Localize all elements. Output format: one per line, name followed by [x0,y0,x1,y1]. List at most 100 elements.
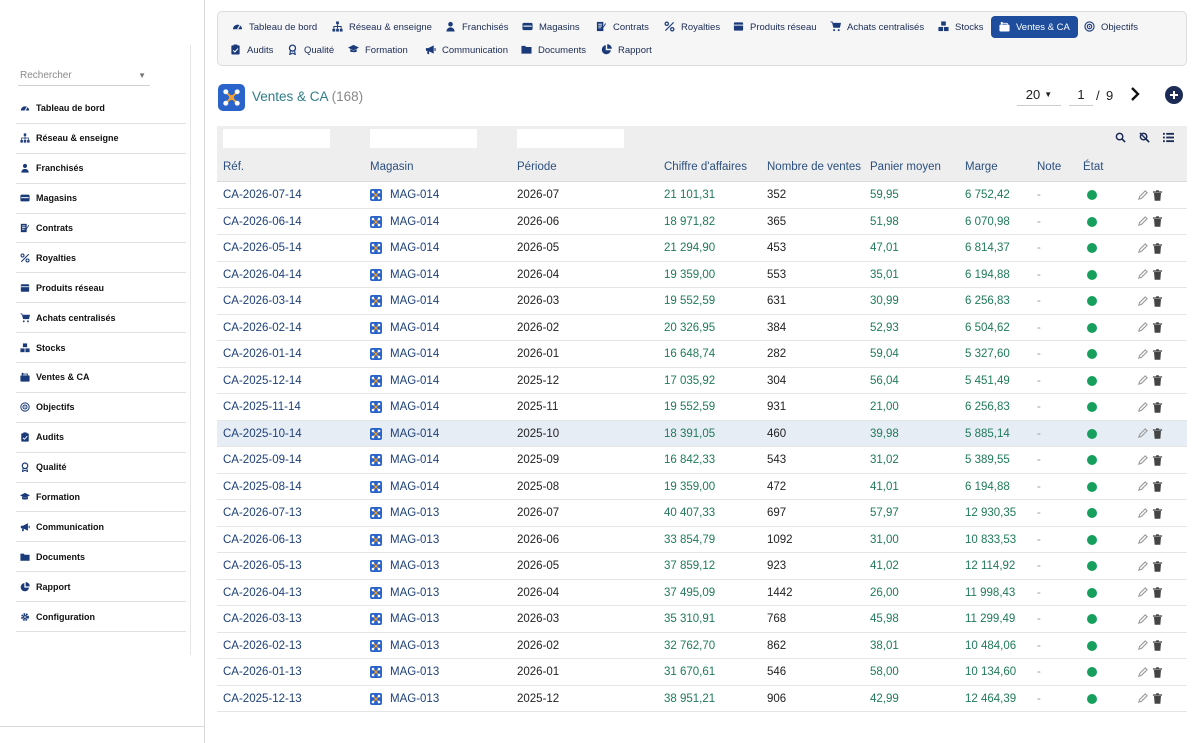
list-view-icon[interactable] [1163,132,1175,144]
table-row[interactable]: CA-2026-07-14 MAG-014 2026-07 21 101,31 352 5… [217,182,1187,209]
magasin-link[interactable]: MAG-014 [370,235,439,261]
magasin-link[interactable]: MAG-013 [370,580,439,606]
ref-link[interactable]: CA-2026-01-13 [223,659,302,685]
tab-rapport[interactable]: Rapport [593,39,660,61]
tab-documents[interactable]: Documents [513,39,594,61]
edit-icon[interactable] [1137,507,1148,519]
tab-produits-reseau[interactable]: Produits réseau [725,16,825,38]
search-icon[interactable] [1115,132,1127,144]
sidebar-item-produits-reseau[interactable]: Produits réseau [16,273,186,304]
clear-filter-icon[interactable] [1139,132,1151,144]
table-row[interactable]: CA-2026-03-14 MAG-014 2026-03 19 552,59 631 3… [217,288,1187,315]
sidebar-item-qualite[interactable]: Qualité [16,453,186,483]
table-row[interactable]: CA-2025-10-14 MAG-014 2025-10 18 391,05 460 3… [217,420,1187,447]
ref-link[interactable]: CA-2026-03-14 [223,288,302,314]
table-row[interactable]: CA-2026-06-13 MAG-013 2026-06 33 854,79 1092… [217,527,1187,553]
filter-magasin-input[interactable] [370,129,477,148]
edit-icon[interactable] [1137,666,1148,678]
magasin-link[interactable]: MAG-014 [370,315,439,341]
edit-icon[interactable] [1137,242,1148,254]
table-row[interactable]: CA-2025-11-14 MAG-014 2025-11 19 552,59 931 2… [217,394,1187,421]
table-row[interactable]: CA-2026-05-13 MAG-013 2026-05 37 859,12 923 4… [217,553,1187,580]
column-header-periode[interactable]: Période [517,161,557,173]
trash-icon[interactable] [1152,640,1163,651]
trash-icon[interactable] [1152,481,1163,492]
edit-icon[interactable] [1137,534,1148,545]
ref-link[interactable]: CA-2026-07-14 [223,182,302,208]
magasin-link[interactable]: MAG-013 [370,633,439,659]
table-row[interactable]: CA-2026-02-14 MAG-014 2026-02 20 326,95 384 5… [217,315,1187,341]
column-header-chiffre-d-affaires[interactable]: Chiffre d'affaires [664,161,747,173]
table-row[interactable]: CA-2026-04-14 MAG-014 2026-04 19 359,00 553 3… [217,262,1187,288]
sidebar-item-achats-centralises[interactable]: Achats centralisés [16,303,186,334]
sidebar-item-contrats[interactable]: Contrats [16,214,186,244]
table-row[interactable]: CA-2025-12-13 MAG-013 2025-12 38 951,21 906 4… [217,686,1187,712]
edit-icon[interactable] [1137,613,1148,625]
magasin-link[interactable]: MAG-013 [370,500,439,526]
tab-magasins[interactable]: Magasins [514,16,588,38]
ref-link[interactable]: CA-2025-08-14 [223,474,302,500]
trash-icon[interactable] [1152,189,1163,201]
magasin-link[interactable]: MAG-013 [370,553,439,579]
table-row[interactable]: CA-2026-06-14 MAG-014 2026-06 18 971,82 365 5… [217,209,1187,235]
sidebar-item-audits[interactable]: Audits [16,423,186,453]
ref-link[interactable]: CA-2025-10-14 [223,421,302,447]
magasin-link[interactable]: MAG-013 [370,659,439,685]
ref-link[interactable]: CA-2025-11-14 [223,394,301,420]
tab-tableau-de-bord[interactable]: Tableau de bord [224,16,325,38]
trash-icon[interactable] [1152,613,1163,625]
tab-ventes-ca[interactable]: Ventes & CA [991,16,1078,38]
trash-icon[interactable] [1152,560,1163,572]
sidebar-item-stocks[interactable]: Stocks [16,333,186,364]
page-number-input[interactable]: 1 [1069,84,1093,106]
edit-icon[interactable] [1137,348,1148,360]
column-header-magasin[interactable]: Magasin [370,161,414,173]
edit-icon[interactable] [1137,189,1148,201]
table-row[interactable]: CA-2026-01-13 MAG-013 2026-01 31 670,61 546 5… [217,659,1187,686]
trash-icon[interactable] [1152,269,1163,280]
edit-icon[interactable] [1137,693,1148,704]
table-row[interactable]: CA-2026-02-13 MAG-013 2026-02 32 762,70 862 3… [217,633,1187,659]
edit-icon[interactable] [1137,322,1148,333]
magasin-link[interactable]: MAG-013 [370,527,439,553]
ref-link[interactable]: CA-2026-05-13 [223,553,302,579]
sidebar-item-documents[interactable]: Documents [16,542,186,573]
tab-reseau-enseigne[interactable]: Réseau & enseigne [324,16,440,38]
sidebar-search-select[interactable]: Rechercher ▼ [18,66,150,86]
trash-icon[interactable] [1152,507,1163,519]
trash-icon[interactable] [1152,693,1163,704]
magasin-link[interactable]: MAG-014 [370,341,439,367]
table-row[interactable]: CA-2026-04-13 MAG-013 2026-04 37 495,09 1442… [217,580,1187,606]
trash-icon[interactable] [1152,375,1163,386]
edit-icon[interactable] [1137,587,1148,598]
magasin-link[interactable]: MAG-014 [370,262,439,288]
tab-royalties[interactable]: Royalties [656,16,728,38]
ref-link[interactable]: CA-2026-07-13 [223,500,302,526]
trash-icon[interactable] [1152,454,1163,466]
magasin-link[interactable]: MAG-014 [370,474,439,500]
edit-icon[interactable] [1137,454,1148,466]
edit-icon[interactable] [1137,216,1148,227]
column-header-ref[interactable]: Réf. [223,161,245,173]
ref-link[interactable]: CA-2025-09-14 [223,447,302,473]
trash-icon[interactable] [1152,348,1163,360]
next-page-button[interactable] [1126,84,1144,104]
trash-icon[interactable] [1152,534,1163,545]
tab-contrats[interactable]: Contrats [588,16,657,38]
edit-icon[interactable] [1137,640,1148,651]
sidebar-item-formation[interactable]: Formation [16,483,186,513]
sidebar-item-ventes-ca[interactable]: Ventes & CA [16,363,186,393]
ref-link[interactable]: CA-2026-01-14 [223,341,302,367]
trash-icon[interactable] [1152,587,1163,598]
table-row[interactable]: CA-2026-07-13 MAG-013 2026-07 40 407,33 697 5… [217,500,1187,527]
ref-link[interactable]: CA-2026-03-13 [223,606,302,632]
magasin-link[interactable]: MAG-014 [370,288,439,314]
column-header-note[interactable]: Note [1037,161,1062,173]
table-row[interactable]: CA-2026-01-14 MAG-014 2026-01 16 648,74 282 5… [217,341,1187,368]
tab-formation[interactable]: Formation [340,39,416,61]
magasin-link[interactable]: MAG-014 [370,368,439,394]
edit-icon[interactable] [1137,401,1148,413]
trash-icon[interactable] [1152,216,1163,227]
sidebar-item-communication[interactable]: Communication [16,512,186,543]
ref-link[interactable]: CA-2026-05-14 [223,235,302,261]
